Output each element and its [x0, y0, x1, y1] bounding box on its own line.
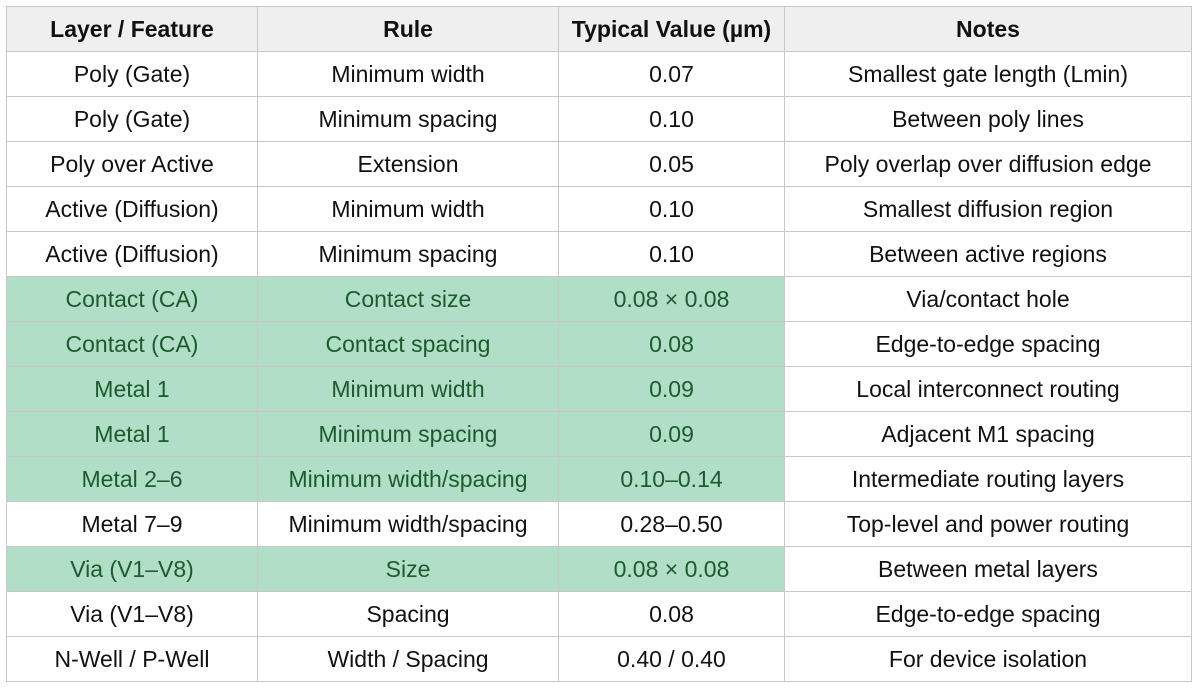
- table-row: Poly (Gate) Minimum spacing 0.10 Between po…: [6, 96, 1192, 142]
- table-row: Via (V1–V8) Size 0.08 × 0.08 Between metal …: [6, 546, 1192, 592]
- layer-feature-cell: Active (Diffusion): [6, 186, 258, 232]
- rule-cell: Minimum width: [257, 186, 559, 232]
- layer-feature-cell: Poly over Active: [6, 141, 258, 187]
- typical-value-cell: 0.09: [558, 411, 785, 457]
- layer-feature-cell: Metal 2–6: [6, 456, 258, 502]
- typical-value-cell: 0.10: [558, 186, 785, 232]
- table-row: Metal 2–6 Minimum width/spacing 0.10–0.14 I…: [6, 456, 1192, 502]
- header-layer-feature: Layer / Feature: [6, 6, 258, 52]
- notes-cell: Smallest diffusion region: [784, 186, 1192, 232]
- table-row: Metal 7–9 Minimum width/spacing 0.28–0.50 T…: [6, 501, 1192, 547]
- typical-value-cell: 0.10: [558, 231, 785, 277]
- notes-cell: Between poly lines: [784, 96, 1192, 142]
- table-row: Contact (CA) Contact spacing 0.08 Edge-to-e…: [6, 321, 1192, 367]
- notes-cell: Intermediate routing layers: [784, 456, 1192, 502]
- notes-cell: Edge-to-edge spacing: [784, 591, 1192, 637]
- notes-cell: Edge-to-edge spacing: [784, 321, 1192, 367]
- typical-value-cell: 0.10: [558, 96, 785, 142]
- rule-cell: Extension: [257, 141, 559, 187]
- rule-cell: Width / Spacing: [257, 636, 559, 682]
- typical-value-cell: 0.08 × 0.08: [558, 276, 785, 322]
- rule-cell: Minimum width: [257, 366, 559, 412]
- typical-value-cell: 0.10–0.14: [558, 456, 785, 502]
- notes-cell: Local interconnect routing: [784, 366, 1192, 412]
- rule-cell: Spacing: [257, 591, 559, 637]
- typical-value-cell: 0.09: [558, 366, 785, 412]
- table-body: Poly (Gate) Minimum width 0.07 Smallest gat…: [6, 51, 1192, 682]
- rule-cell: Minimum width/spacing: [257, 501, 559, 547]
- notes-cell: Smallest gate length (Lmin): [784, 51, 1192, 97]
- layer-feature-cell: Metal 7–9: [6, 501, 258, 547]
- notes-cell: Adjacent M1 spacing: [784, 411, 1192, 457]
- table-row: Contact (CA) Contact size 0.08 × 0.08 Via/c…: [6, 276, 1192, 322]
- layer-feature-cell: Poly (Gate): [6, 51, 258, 97]
- notes-cell: Between metal layers: [784, 546, 1192, 592]
- layer-feature-cell: N-Well / P-Well: [6, 636, 258, 682]
- typical-value-cell: 0.07: [558, 51, 785, 97]
- notes-cell: Via/contact hole: [784, 276, 1192, 322]
- notes-cell: For device isolation: [784, 636, 1192, 682]
- rule-cell: Contact size: [257, 276, 559, 322]
- table-row: Poly over Active Extension 0.05 Poly overla…: [6, 141, 1192, 187]
- layer-feature-cell: Metal 1: [6, 366, 258, 412]
- layer-feature-cell: Metal 1: [6, 411, 258, 457]
- rule-cell: Minimum width: [257, 51, 559, 97]
- layer-feature-cell: Active (Diffusion): [6, 231, 258, 277]
- typical-value-cell: 0.08 × 0.08: [558, 546, 785, 592]
- rule-cell: Minimum spacing: [257, 231, 559, 277]
- table-row: Via (V1–V8) Spacing 0.08 Edge-to-edge spaci…: [6, 591, 1192, 637]
- typical-value-cell: 0.05: [558, 141, 785, 187]
- table-row: Active (Diffusion) Minimum width 0.10 Small…: [6, 186, 1192, 232]
- header-typical-value: Typical Value (µm): [558, 6, 785, 52]
- typical-value-cell: 0.08: [558, 591, 785, 637]
- table-header: Layer / Feature Rule Typical Value (µm) …: [6, 6, 1192, 52]
- typical-value-cell: 0.28–0.50: [558, 501, 785, 547]
- table-row: Poly (Gate) Minimum width 0.07 Smallest gat…: [6, 51, 1192, 97]
- table-row: Active (Diffusion) Minimum spacing 0.10 Bet…: [6, 231, 1192, 277]
- header-rule: Rule: [257, 6, 559, 52]
- rule-cell: Contact spacing: [257, 321, 559, 367]
- design-rules-table: Layer / Feature Rule Typical Value (µm) …: [6, 6, 1192, 682]
- header-notes: Notes: [784, 6, 1192, 52]
- table-row: Metal 1 Minimum spacing 0.09 Adjacent M1 sp…: [6, 411, 1192, 457]
- header-row: Layer / Feature Rule Typical Value (µm) …: [6, 6, 1192, 52]
- layer-feature-cell: Contact (CA): [6, 276, 258, 322]
- rule-cell: Minimum spacing: [257, 411, 559, 457]
- design-rules-table-container: Layer / Feature Rule Typical Value (µm) …: [6, 6, 1192, 682]
- notes-cell: Top-level and power routing: [784, 501, 1192, 547]
- notes-cell: Between active regions: [784, 231, 1192, 277]
- table-row: N-Well / P-Well Width / Spacing 0.40 / 0.4…: [6, 636, 1192, 682]
- typical-value-cell: 0.40 / 0.40: [558, 636, 785, 682]
- typical-value-cell: 0.08: [558, 321, 785, 367]
- rule-cell: Size: [257, 546, 559, 592]
- rule-cell: Minimum spacing: [257, 96, 559, 142]
- table-row: Metal 1 Minimum width 0.09 Local interconne…: [6, 366, 1192, 412]
- layer-feature-cell: Via (V1–V8): [6, 591, 258, 637]
- layer-feature-cell: Poly (Gate): [6, 96, 258, 142]
- rule-cell: Minimum width/spacing: [257, 456, 559, 502]
- notes-cell: Poly overlap over diffusion edge: [784, 141, 1192, 187]
- layer-feature-cell: Via (V1–V8): [6, 546, 258, 592]
- layer-feature-cell: Contact (CA): [6, 321, 258, 367]
